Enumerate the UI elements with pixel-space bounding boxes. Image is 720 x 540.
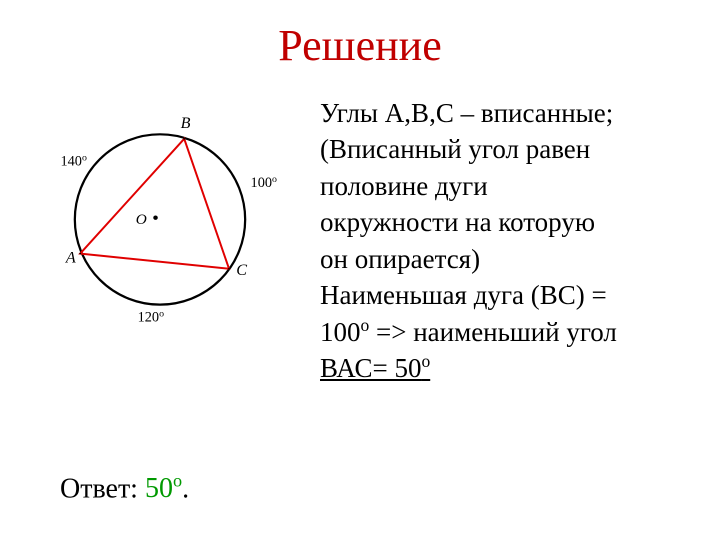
line-5: он опирается) xyxy=(320,241,700,277)
point-a-marker xyxy=(79,253,81,255)
answer-value: 50о xyxy=(145,473,182,504)
geometry-diagram: A B C O 140o 100o 120o xyxy=(30,85,290,345)
line-2: (Вписанный угол равен xyxy=(320,131,700,167)
label-a: A xyxy=(65,250,76,267)
circle xyxy=(75,134,245,304)
arc-label-120: 120o xyxy=(138,308,165,325)
answer-line: Ответ: 50о. xyxy=(60,471,189,505)
label-c: C xyxy=(236,262,247,279)
line-8: ВАС= 50о xyxy=(320,350,700,386)
arc-label-100: 100o xyxy=(251,174,278,191)
solution-text: Углы А,В,С – вписанные; (Вписанный угол … xyxy=(320,95,700,387)
label-o: O xyxy=(136,211,147,228)
line-3: половине дуги xyxy=(320,168,700,204)
answer-suffix: . xyxy=(182,473,189,504)
arc-label-140: 140o xyxy=(60,152,87,169)
label-b: B xyxy=(181,115,191,132)
line-1: Углы А,В,С – вписанные; xyxy=(320,95,700,131)
inscribed-triangle xyxy=(80,139,229,269)
center-dot xyxy=(153,215,157,219)
line-4: окружности на которую xyxy=(320,204,700,240)
point-b-marker xyxy=(183,138,185,140)
point-c-marker xyxy=(228,268,230,270)
line-6: Наименьшая дуга (ВС) = xyxy=(320,277,700,313)
line-7: 100о => наименьший угол xyxy=(320,314,700,350)
page-title: Решение xyxy=(0,20,720,71)
diagram-svg: A B C O 140o 100o 120o xyxy=(30,85,290,345)
answer-label: Ответ: xyxy=(60,473,145,504)
